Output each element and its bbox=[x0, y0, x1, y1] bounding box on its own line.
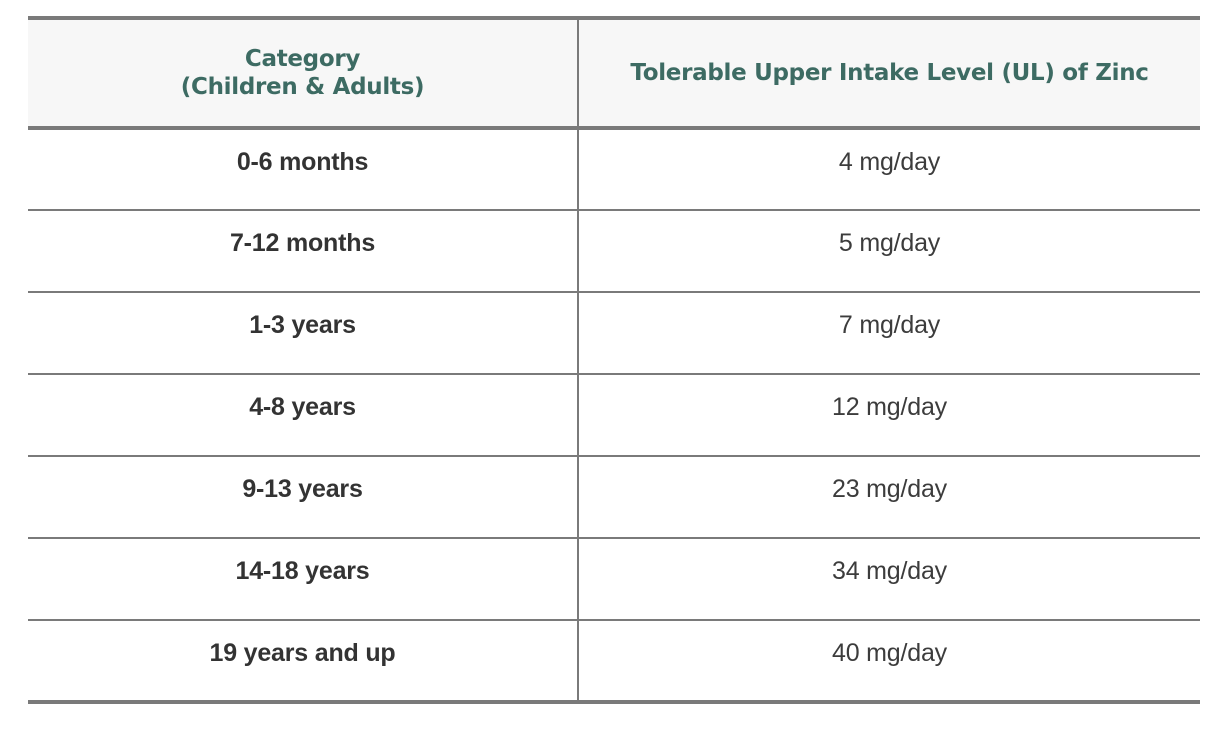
zinc-ul-table: Category (Children & Adults) Tolerable U… bbox=[28, 16, 1200, 704]
ul-value-cell: 4 mg/day bbox=[838, 148, 941, 176]
column-header-category-line1: Category bbox=[244, 46, 361, 72]
ul-value-cell: 7 mg/day bbox=[838, 311, 941, 339]
category-cell: 4-8 years bbox=[28, 374, 579, 456]
category-cell: 7-12 months bbox=[28, 210, 579, 292]
category-cell: 1-3 years bbox=[28, 292, 579, 374]
ul-value-cell: 5 mg/day bbox=[838, 229, 941, 257]
table-header: Category (Children & Adults) Tolerable U… bbox=[28, 18, 1200, 128]
ul-value-cell: 12 mg/day bbox=[832, 393, 947, 421]
category-cell: 0-6 months bbox=[28, 128, 579, 210]
zinc-ul-table-container: Category (Children & Adults) Tolerable U… bbox=[28, 16, 1200, 704]
column-header-ul: Tolerable Upper Intake Level (UL) of Zin… bbox=[630, 60, 1149, 86]
category-cell: 19 years and up bbox=[28, 620, 579, 702]
ul-value-cell: 40 mg/day bbox=[832, 639, 947, 667]
ul-value-cell: 23 mg/day bbox=[832, 475, 947, 503]
column-header-category-line2: (Children & Adults) bbox=[180, 74, 425, 100]
table-row: 0-6 months 4 mg/day bbox=[28, 128, 1200, 210]
table-row: 1-3 years 7 mg/day bbox=[28, 292, 1200, 374]
category-cell: 14-18 years bbox=[28, 538, 579, 620]
column-header-category: Category (Children & Adults) bbox=[28, 18, 579, 128]
table-header-row: Category (Children & Adults) Tolerable U… bbox=[28, 18, 1200, 128]
table-row: 4-8 years 12 mg/day bbox=[28, 374, 1200, 456]
table-row: 7-12 months 5 mg/day bbox=[28, 210, 1200, 292]
table-row: 19 years and up 40 mg/day bbox=[28, 620, 1200, 702]
table-row: 9-13 years 23 mg/day bbox=[28, 456, 1200, 538]
table-row: 14-18 years 34 mg/day bbox=[28, 538, 1200, 620]
ul-value-cell: 34 mg/day bbox=[832, 557, 947, 585]
category-cell: 9-13 years bbox=[28, 456, 579, 538]
table-body: 0-6 months 4 mg/day 7-12 months 5 mg/day… bbox=[28, 128, 1200, 702]
